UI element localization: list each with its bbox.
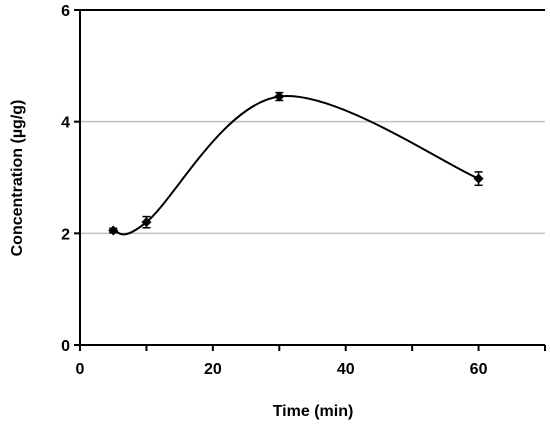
data-point (108, 225, 119, 236)
data-markers (108, 91, 484, 236)
x-tick-label: 0 (76, 361, 85, 378)
gridlines (80, 120, 545, 235)
x-tick-label: 40 (337, 361, 355, 378)
y-tick-label: 4 (61, 115, 70, 132)
y-tick-label: 6 (61, 3, 70, 20)
data-point (274, 91, 285, 102)
x-tick-label: 60 (470, 361, 488, 378)
series-line (112, 95, 479, 236)
data-point (473, 173, 484, 184)
y-tick-label: 2 (61, 226, 70, 243)
y-tick-label: 0 (61, 338, 70, 355)
y-axis-title: Concentration (µg/g) (9, 100, 26, 257)
axes (79, 9, 545, 346)
data-point (141, 217, 152, 228)
error-bars (109, 91, 483, 234)
x-tick-label: 20 (204, 361, 222, 378)
x-axis-title: Time (min) (273, 403, 354, 420)
